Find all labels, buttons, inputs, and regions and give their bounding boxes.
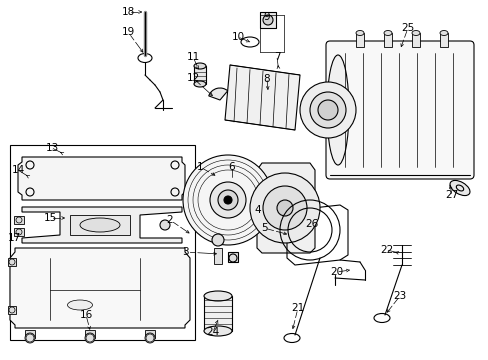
Text: 12: 12: [186, 73, 199, 83]
Text: 11: 11: [186, 52, 199, 62]
Bar: [194, 66, 205, 84]
Ellipse shape: [203, 326, 231, 336]
Bar: [214, 248, 222, 264]
Bar: [70, 215, 130, 235]
Bar: [10, 145, 195, 340]
Circle shape: [317, 100, 337, 120]
Polygon shape: [22, 207, 182, 243]
Text: 16: 16: [79, 310, 92, 320]
Bar: [8, 306, 16, 314]
Ellipse shape: [194, 63, 205, 69]
Text: 22: 22: [380, 245, 393, 255]
Polygon shape: [257, 163, 314, 253]
Circle shape: [276, 200, 292, 216]
Polygon shape: [10, 248, 190, 328]
Ellipse shape: [203, 291, 231, 301]
Text: 18: 18: [121, 7, 134, 17]
Bar: [260, 12, 275, 28]
Bar: [8, 258, 16, 266]
Text: 26: 26: [305, 219, 318, 229]
Bar: [439, 33, 447, 47]
Text: 13: 13: [45, 143, 59, 153]
Bar: [85, 330, 95, 338]
Text: 8: 8: [263, 74, 270, 84]
Text: 4: 4: [254, 205, 261, 215]
Circle shape: [224, 196, 231, 204]
Text: 10: 10: [231, 32, 244, 42]
Circle shape: [263, 186, 306, 230]
Polygon shape: [224, 65, 299, 130]
Polygon shape: [18, 157, 184, 200]
Ellipse shape: [85, 333, 95, 343]
Text: 7: 7: [273, 52, 280, 62]
Ellipse shape: [67, 300, 92, 310]
Text: 15: 15: [43, 213, 57, 223]
Text: 2: 2: [166, 215, 173, 225]
Text: 5: 5: [260, 223, 267, 233]
Circle shape: [209, 182, 245, 218]
Text: 20: 20: [330, 267, 343, 277]
Text: 1: 1: [196, 162, 203, 172]
Circle shape: [249, 173, 319, 243]
Ellipse shape: [194, 81, 205, 87]
Text: 17: 17: [7, 233, 20, 243]
Bar: [25, 330, 35, 338]
Text: 19: 19: [121, 27, 134, 37]
Bar: [14, 216, 24, 224]
Bar: [14, 228, 24, 236]
Ellipse shape: [145, 333, 155, 343]
Ellipse shape: [411, 31, 419, 36]
Circle shape: [212, 234, 224, 246]
FancyBboxPatch shape: [325, 41, 473, 179]
Ellipse shape: [439, 31, 447, 36]
Text: 24: 24: [206, 327, 219, 337]
Ellipse shape: [355, 31, 363, 36]
Text: 9: 9: [263, 12, 270, 22]
Ellipse shape: [449, 180, 469, 195]
Ellipse shape: [326, 55, 348, 165]
Text: 23: 23: [392, 291, 406, 301]
Circle shape: [183, 155, 272, 245]
Ellipse shape: [25, 333, 35, 343]
Bar: [355, 33, 363, 47]
Circle shape: [299, 82, 355, 138]
Bar: [203, 296, 231, 331]
Ellipse shape: [383, 31, 391, 36]
Bar: [411, 33, 419, 47]
Bar: [383, 33, 391, 47]
Ellipse shape: [80, 218, 120, 232]
Circle shape: [309, 92, 346, 128]
Text: 14: 14: [11, 165, 24, 175]
Circle shape: [263, 15, 272, 25]
Bar: [227, 252, 238, 262]
Text: 27: 27: [445, 190, 458, 200]
Circle shape: [160, 220, 170, 230]
Text: 6: 6: [228, 162, 235, 172]
Text: 21: 21: [291, 303, 304, 313]
Circle shape: [218, 190, 238, 210]
Text: 25: 25: [401, 23, 414, 33]
Wedge shape: [208, 88, 227, 100]
Bar: [145, 330, 155, 338]
Text: 3: 3: [182, 247, 188, 257]
